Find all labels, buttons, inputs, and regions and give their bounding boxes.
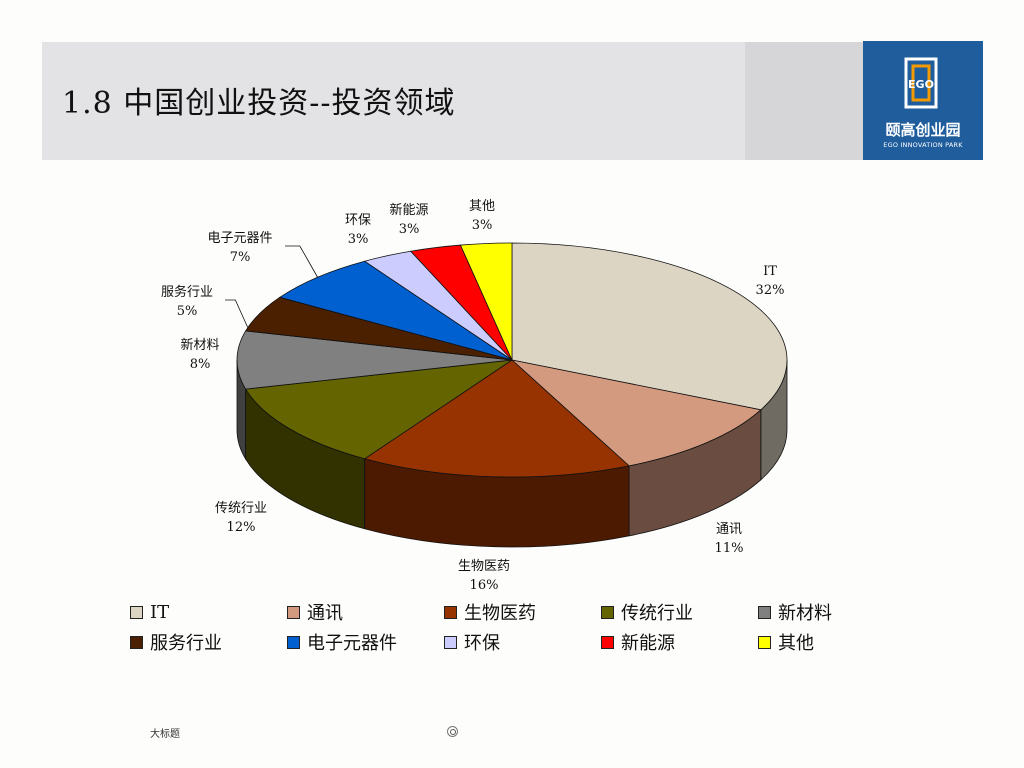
pie-label-0: IT 32% (755, 262, 785, 300)
pie-label-name: 生物医药 (458, 559, 511, 574)
page-title: 1.8 中国创业投资--投资领域 (62, 86, 456, 121)
pie-label-9: 其他 3% (467, 197, 497, 235)
legend-label: 传统行业 (621, 603, 693, 624)
legend-label: IT (150, 601, 170, 623)
legend-item-9: 其他 (758, 630, 898, 654)
legend-item-7: 环保 (444, 630, 601, 654)
pie-label-name: 通讯 (715, 522, 742, 537)
pie-label-5: 服务行业 5% (161, 283, 213, 321)
header-shade (745, 42, 863, 160)
legend-swatch (130, 605, 143, 619)
legend-label: 电子元器件 (307, 633, 397, 654)
pie-label-value: 12% (226, 520, 256, 535)
legend-item-8: 新能源 (601, 630, 758, 654)
pie-label-value: 11% (714, 541, 744, 556)
pie-label-7: 环保 3% (343, 211, 373, 249)
pie-label-name: IT (763, 264, 777, 279)
ego-logo: EGO 颐高创业园 EGO INNOVATION PARK (863, 41, 983, 160)
legend-item-6: 电子元器件 (287, 630, 444, 654)
legend-swatch (758, 635, 771, 649)
legend-label: 通讯 (307, 603, 343, 624)
legend-item-0: IT (130, 600, 287, 624)
pie-label-value: 32% (755, 283, 785, 298)
legend-item-2: 生物医药 (444, 600, 601, 624)
legend-swatch (287, 635, 300, 649)
legend-swatch (758, 605, 771, 619)
legend-item-3: 传统行业 (601, 600, 758, 624)
pie-label-4: 新材料 8% (181, 336, 220, 374)
pie-label-8: 新能源 3% (390, 201, 429, 239)
pie-label-1: 通讯 11% (714, 520, 744, 558)
legend-label: 新材料 (778, 603, 832, 624)
pie-label-name: 新材料 (180, 338, 220, 353)
legend-label: 服务行业 (150, 633, 222, 654)
chart-legend: IT 通讯 生物医药 传统行业 新材料服务行业 电子元器件 环保 新能源 其他 (130, 600, 890, 654)
pie-slice-3 (244, 359, 513, 460)
pie-chart (225, 242, 788, 548)
legend-swatch (601, 635, 614, 649)
legend-item-5: 服务行业 (130, 630, 287, 654)
pie-label-value: 7% (229, 250, 251, 265)
pie-label-value: 5% (176, 304, 198, 319)
ego-mark-text: EGO (908, 78, 934, 91)
legend-swatch (444, 635, 457, 649)
pie-slice-4 (236, 330, 513, 390)
legend-swatch (130, 635, 143, 649)
pie-label-value: 8% (189, 357, 211, 372)
legend-item-4: 新材料 (758, 600, 898, 624)
pie-slice-9 (459, 242, 513, 361)
logo-name-cn: 颐高创业园 (885, 121, 961, 139)
pie-leader-line-5 (225, 299, 249, 329)
pie-label-name: 其他 (468, 199, 495, 214)
logo-name-en: EGO INNOVATION PARK (883, 141, 963, 149)
pie-slice-2 (363, 359, 630, 478)
legend-swatch (444, 605, 457, 619)
pie-label-name: 服务行业 (161, 285, 214, 300)
pie-label-3: 传统行业 12% (215, 499, 267, 537)
legend-item-1: 通讯 (287, 600, 444, 624)
pie-label-name: 新能源 (389, 203, 429, 218)
legend-swatch (287, 605, 300, 619)
pie-label-value: 3% (398, 222, 420, 237)
pie-label-value: 3% (347, 232, 369, 247)
pie-label-2: 生物医药 16% (458, 557, 510, 595)
footer-label: 大标题 (150, 729, 180, 740)
footer-circle-icon (447, 726, 458, 737)
pie-label-name: 传统行业 (215, 501, 268, 516)
pie-label-name: 环保 (344, 213, 371, 228)
pie-label-value: 16% (469, 578, 499, 593)
pie-slice-0 (511, 242, 788, 411)
pie-label-value: 3% (471, 218, 493, 233)
legend-label: 新能源 (621, 633, 675, 654)
legend-label: 其他 (778, 633, 814, 654)
header-band (42, 42, 983, 160)
ego-mark-icon: EGO (904, 57, 938, 109)
pie-label-6: 电子元器件 7% (208, 229, 273, 267)
pie-leader-line-6 (285, 245, 319, 279)
pie-slice-1 (510, 359, 762, 467)
legend-swatch (601, 605, 614, 619)
legend-label: 生物医药 (464, 603, 536, 624)
pie-label-name: 电子元器件 (207, 231, 273, 246)
legend-label: 环保 (464, 633, 500, 654)
